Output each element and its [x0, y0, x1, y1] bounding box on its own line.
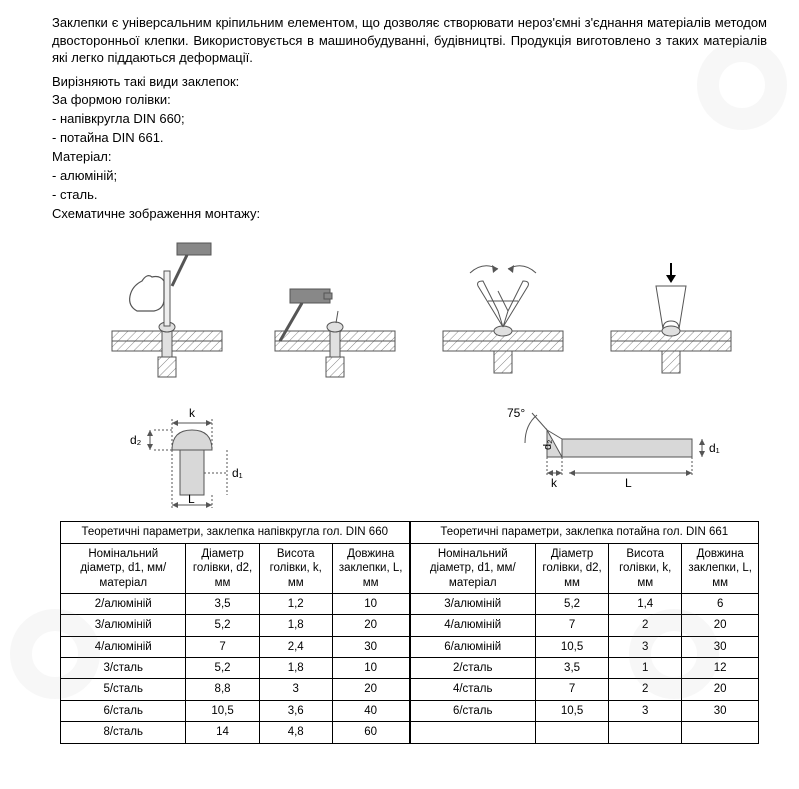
table-header: Довжина заклепки, L, мм	[332, 543, 409, 593]
table-cell: 20	[332, 679, 409, 700]
svg-text:d₂: d₂	[542, 440, 554, 450]
svg-text:d₁: d₁	[709, 441, 720, 455]
shape-item: - напівкругла DIN 660;	[52, 110, 767, 129]
table-cell: 3	[609, 700, 682, 721]
table-cell	[410, 722, 535, 743]
material-item: - алюміній;	[52, 167, 767, 186]
table-cell: 3	[259, 679, 332, 700]
table-cell	[535, 722, 608, 743]
shape-heading: За формою голівки:	[52, 91, 767, 110]
table-cell: 3/алюміній	[410, 593, 535, 614]
table-cell: 3,5	[535, 658, 608, 679]
countersunk-schematic-icon: 75° d₂ d₁ k L	[467, 395, 747, 505]
table-header: Діаметр голівки, d2, мм	[186, 543, 259, 593]
assembly-step-1-icon	[92, 231, 242, 381]
types-heading: Вирізняють такі види заклепок:	[52, 73, 767, 92]
table-cell: 3,5	[186, 593, 259, 614]
svg-text:L: L	[625, 476, 632, 490]
table-cell: 10,5	[186, 700, 259, 721]
types-list: Вирізняють такі види заклепок: За формою…	[52, 73, 767, 224]
table-cell: 2/алюміній	[61, 593, 186, 614]
table-cell: 4/сталь	[410, 679, 535, 700]
table-cell: 10,5	[535, 700, 608, 721]
assembly-step-3-icon	[428, 251, 578, 381]
table-cell: 2,4	[259, 636, 332, 657]
table-row: 3/алюміній5,21,46	[410, 593, 759, 614]
table-cell: 30	[682, 700, 759, 721]
table-cell: 7	[535, 615, 608, 636]
table-row: 6/сталь10,53,640	[61, 700, 410, 721]
table-cell: 20	[332, 615, 409, 636]
dimension-schematics: k d₂ d₁ L 75° d₂	[92, 395, 747, 515]
material-item: - сталь.	[52, 186, 767, 205]
table-cell: 40	[332, 700, 409, 721]
svg-text:k: k	[189, 406, 196, 420]
table-cell: 10	[332, 593, 409, 614]
table-cell: 2/сталь	[410, 658, 535, 679]
svg-text:d₂: d₂	[130, 433, 142, 447]
table-header: Номінальний діаметр, d1, мм/ матеріал	[61, 543, 186, 593]
table-cell: 8,8	[186, 679, 259, 700]
assembly-step-4-icon	[596, 251, 746, 381]
table-header: Номінальний діаметр, d1, мм/ матеріал	[410, 543, 535, 593]
table-cell: 8/сталь	[61, 722, 186, 743]
assembly-step-2-icon	[260, 251, 410, 381]
table-cell: 5,2	[186, 658, 259, 679]
table-cell: 6/алюміній	[410, 636, 535, 657]
table-cell: 1,8	[259, 615, 332, 636]
table-row	[410, 722, 759, 743]
table-header: Діаметр голівки, d2, мм	[535, 543, 608, 593]
table-cell: 4/алюміній	[410, 615, 535, 636]
table-cell: 1,2	[259, 593, 332, 614]
table-cell: 3,6	[259, 700, 332, 721]
table-cell: 1,8	[259, 658, 332, 679]
table-cell: 6/сталь	[61, 700, 186, 721]
svg-text:L: L	[188, 492, 195, 506]
table-row: 5/сталь8,8320	[61, 679, 410, 700]
table-cell: 7	[186, 636, 259, 657]
table-cell	[609, 722, 682, 743]
table-cell: 6/сталь	[410, 700, 535, 721]
table-row: 4/алюміній72,430	[61, 636, 410, 657]
table-header: Довжина заклепки, L, мм	[682, 543, 759, 593]
table-row: 6/сталь10,5330	[410, 700, 759, 721]
table-cell: 6	[682, 593, 759, 614]
table-row: 3/алюміній5,21,820	[61, 615, 410, 636]
table-cell: 14	[186, 722, 259, 743]
table-header: Висота голівки, k, мм	[259, 543, 332, 593]
svg-text:75°: 75°	[507, 406, 525, 420]
table-cell: 10,5	[535, 636, 608, 657]
watermark-icon	[697, 40, 787, 130]
table-cell: 7	[535, 679, 608, 700]
watermark-icon	[10, 609, 100, 699]
watermark-icon	[629, 609, 719, 699]
table-row: 3/сталь5,21,810	[61, 658, 410, 679]
table-cell	[682, 722, 759, 743]
table-cell: 5,2	[186, 615, 259, 636]
table-cell: 60	[332, 722, 409, 743]
table-cell: 4,8	[259, 722, 332, 743]
table-cell: 10	[332, 658, 409, 679]
assembly-diagrams	[92, 231, 767, 381]
table-title: Теоретичні параметри, заклепка потайна г…	[410, 522, 759, 543]
table-row: 2/алюміній3,51,210	[61, 593, 410, 614]
intro-paragraph: Заклепки є універсальним кріпильним елем…	[52, 14, 767, 67]
svg-text:d₁: d₁	[232, 466, 243, 480]
shape-item: - потайна DIN 661.	[52, 129, 767, 148]
material-heading: Матеріал:	[52, 148, 767, 167]
table-title: Теоретичні параметри, заклепка напівкруг…	[61, 522, 410, 543]
table-cell: 5,2	[535, 593, 608, 614]
table-din660: Теоретичні параметри, заклепка напівкруг…	[60, 521, 410, 743]
table-row: 8/сталь144,860	[61, 722, 410, 743]
schema-heading: Схематичне зображення монтажу:	[52, 205, 767, 224]
svg-text:k: k	[551, 476, 558, 490]
table-cell: 30	[332, 636, 409, 657]
round-head-schematic-icon: k d₂ d₁ L	[92, 395, 312, 515]
table-header: Висота голівки, k, мм	[609, 543, 682, 593]
